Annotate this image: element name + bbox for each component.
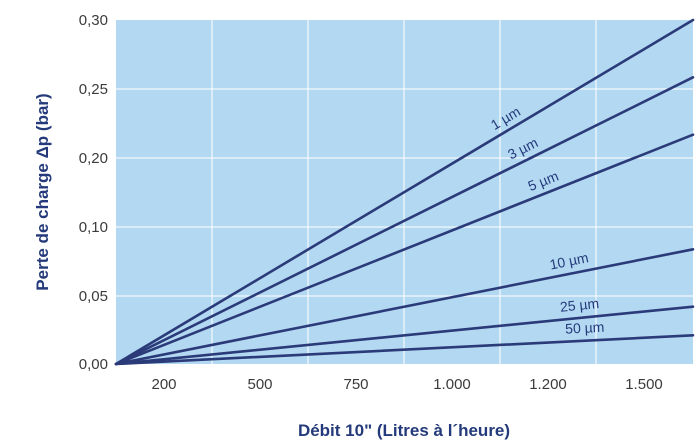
x-tick-labels: 200 500 750 1.000 1.200 1.500 [151,376,662,393]
series-line [114,248,695,366]
x-tick-label: 750 [343,376,368,393]
series-line [114,305,695,366]
series-line [114,18,695,366]
series-lines [114,18,695,366]
y-tick-label: 0,20 [79,150,108,167]
y-tick-label: 0,05 [79,288,108,305]
series-label: 25 µm [559,295,600,315]
y-axis-title: Perte de charge Δp (bar) [33,93,52,290]
y-tick-labels: 0,00 0,05 0,10 0,20 0,25 0,30 [79,12,108,373]
y-tick-label: 0,25 [79,81,108,98]
x-tick-label: 500 [247,376,272,393]
series-line [114,133,695,366]
series-line [114,76,695,366]
x-axis-title: Débit 10" (Litres à l´heure) [298,421,510,440]
x-tick-label: 1.000 [433,376,471,393]
x-tick-label: 1.500 [625,376,663,393]
y-tick-label: 0,10 [79,219,108,236]
y-tick-label: 0,00 [79,356,108,373]
series-label: 10 µm [548,249,590,272]
y-tick-label: 0,30 [79,12,108,29]
x-tick-label: 200 [151,376,176,393]
series-line [114,334,695,366]
series-label: 50 µm [565,319,605,337]
x-tick-label: 1.200 [529,376,567,393]
